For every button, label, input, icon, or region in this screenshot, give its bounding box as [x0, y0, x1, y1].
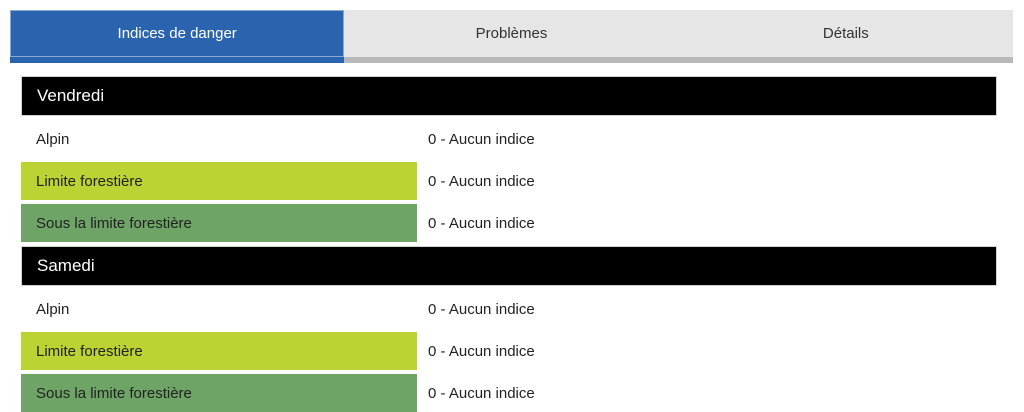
zone-label-alpin: Alpin [36, 130, 70, 148]
table-row-samedi-sous-la-limite-forestiere: Sous la limite forestière 0 - Aucun indi… [21, 374, 997, 412]
tab-problemes[interactable]: Problèmes [344, 10, 679, 63]
danger-value: 0 - Aucun indice [428, 130, 535, 148]
danger-value: 0 - Aucun indice [428, 342, 535, 360]
zone-label-alpin: Alpin [36, 300, 70, 318]
danger-value: 0 - Aucun indice [428, 214, 535, 232]
table-row-vendredi-sous-la-limite-forestiere: Sous la limite forestière 0 - Aucun indi… [21, 204, 997, 242]
zone-label-sous-la-limite-forestiere: Sous la limite forestière [21, 374, 417, 412]
danger-value: 0 - Aucun indice [428, 172, 535, 190]
tab-indices-de-danger[interactable]: Indices de danger [10, 10, 345, 63]
day-header-vendredi: Vendredi [21, 76, 997, 116]
danger-indices-panel: Vendredi Alpin 0 - Aucun indice Limite f… [21, 76, 997, 412]
table-row-vendredi-limite-forestiere: Limite forestière 0 - Aucun indice [21, 162, 997, 200]
zone-label-sous-la-limite-forestiere: Sous la limite forestière [21, 204, 417, 242]
table-row-samedi-limite-forestiere: Limite forestière 0 - Aucun indice [21, 332, 997, 370]
tab-bar: Indices de danger Problèmes Détails [10, 10, 1013, 63]
table-row-vendredi-alpin: Alpin 0 - Aucun indice [21, 120, 997, 158]
danger-value: 0 - Aucun indice [428, 384, 535, 402]
tab-details[interactable]: Détails [678, 10, 1013, 63]
day-header-samedi: Samedi [21, 246, 997, 286]
table-row-samedi-alpin: Alpin 0 - Aucun indice [21, 290, 997, 328]
zone-label-limite-forestiere: Limite forestière [21, 332, 417, 370]
zone-label-limite-forestiere: Limite forestière [21, 162, 417, 200]
danger-value: 0 - Aucun indice [428, 300, 535, 318]
